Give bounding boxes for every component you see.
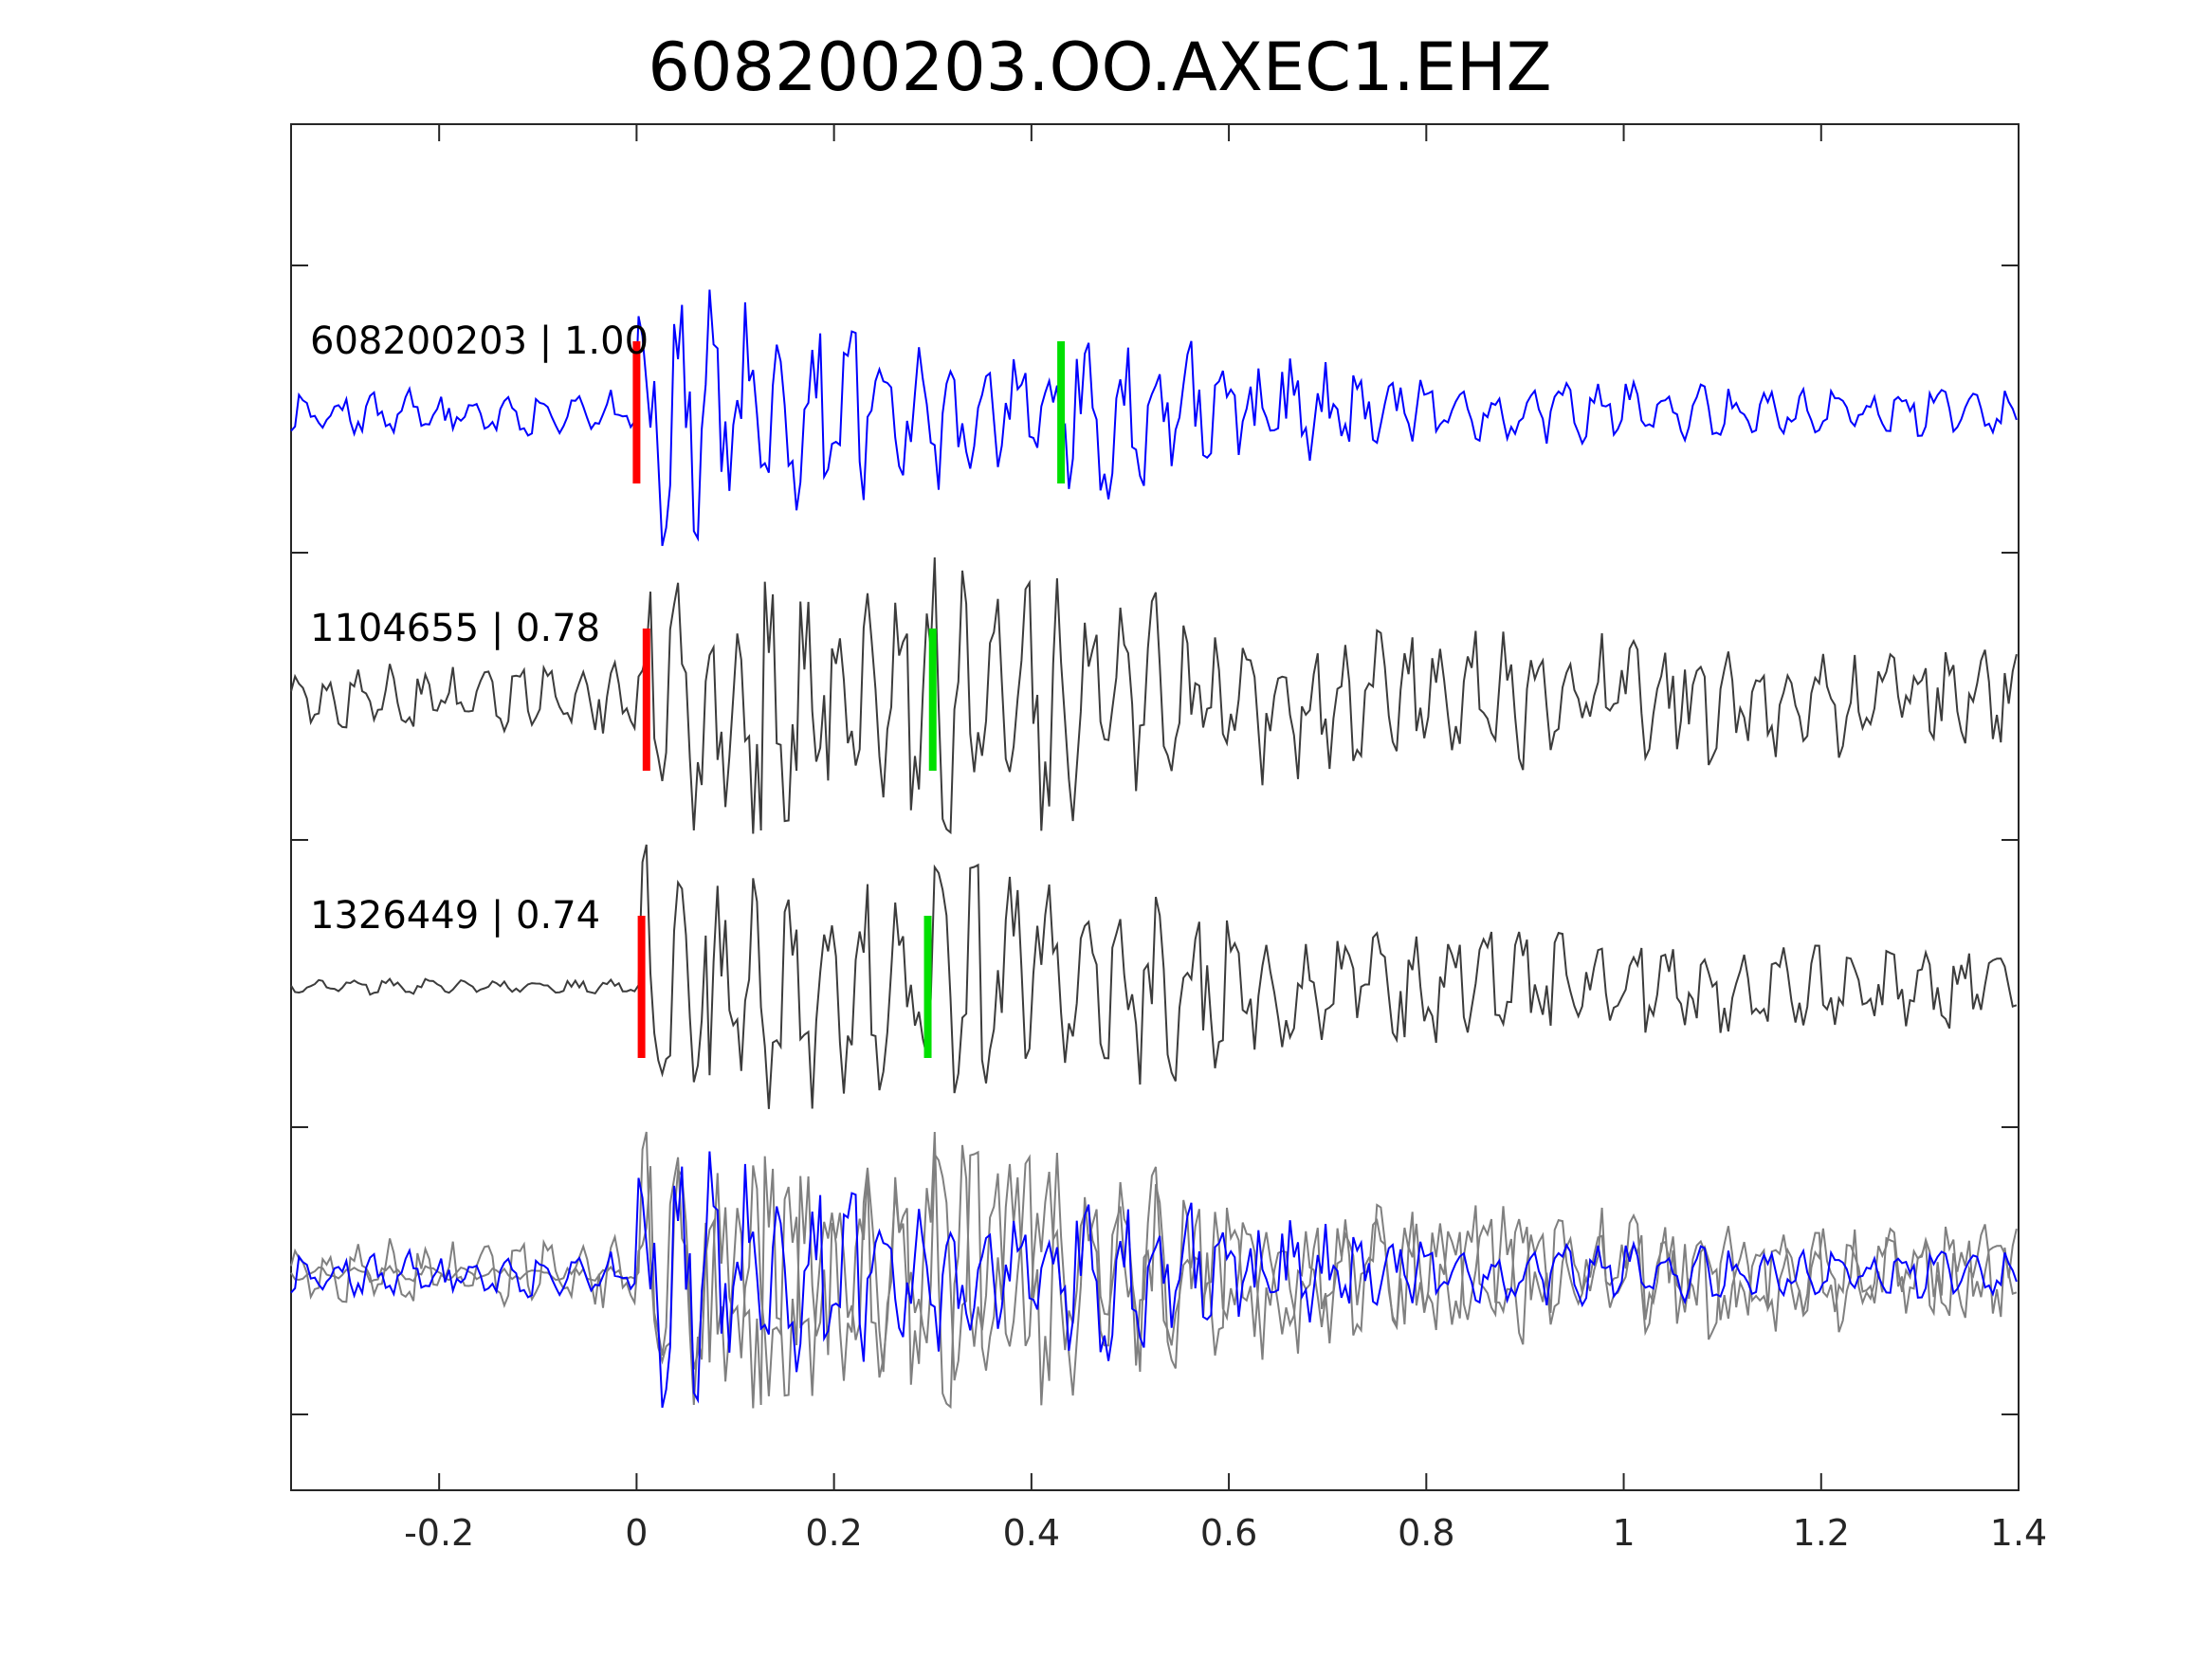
- chart-title: 608200203.OO.AXEC1.EHZ: [648, 28, 1551, 106]
- overlay-waveform-line: [290, 1131, 2018, 1410]
- x-tick-label: -0.2: [404, 1512, 474, 1554]
- x-tick-label: 0: [625, 1512, 648, 1554]
- trace-labels: 608200203 | 1.00 1104655 | 0.78 1326449 | …: [310, 319, 649, 938]
- x-tick-label: 0.8: [1398, 1512, 1454, 1554]
- plot-frame: [290, 123, 2020, 1491]
- tick-marks: [291, 124, 2019, 1490]
- x-tick-label: 0.6: [1200, 1512, 1257, 1554]
- x-tick-label: 1.4: [1990, 1512, 2047, 1554]
- waveform-line: [290, 844, 2018, 1109]
- trace-label: 608200203 | 1.00: [310, 319, 649, 363]
- waveform-line: [290, 556, 2018, 835]
- x-tick-label: 0.2: [805, 1512, 862, 1554]
- x-tick-label: 1.2: [1793, 1512, 1850, 1554]
- trace-label: 1326449 | 0.74: [310, 894, 600, 938]
- trace-label: 1104655 | 0.78: [310, 607, 600, 650]
- overlay-waveform-line: [290, 1151, 2018, 1409]
- x-tick-label: 1: [1612, 1512, 1635, 1554]
- x-tick-labels: -0.2 0 0.2 0.4 0.6 0.8 1 1.2 1.4: [404, 1512, 2047, 1554]
- overlay-waveform-line: [290, 1131, 2018, 1396]
- x-tick-label: 0.4: [1003, 1512, 1060, 1554]
- phase-picks: [632, 341, 1066, 1058]
- waveform-line: [290, 289, 2018, 547]
- waveform-traces: [290, 289, 2018, 1410]
